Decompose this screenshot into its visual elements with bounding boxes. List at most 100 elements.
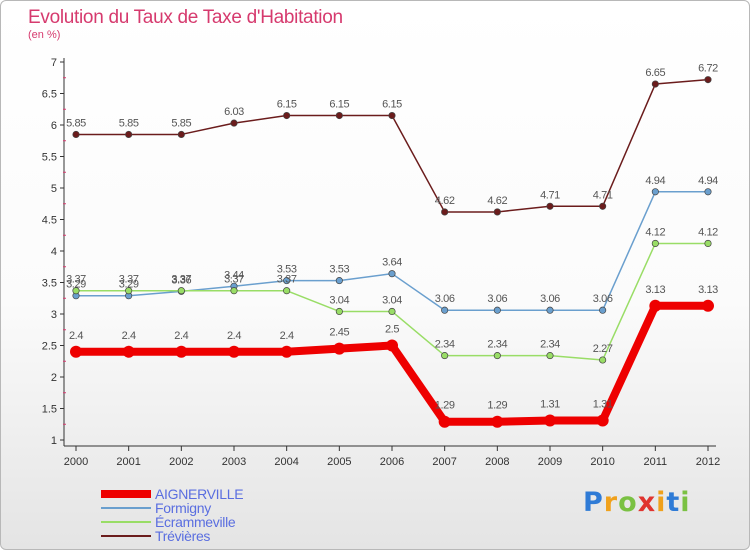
logo-letter: P (583, 487, 604, 518)
data-point-ecrammeville (388, 307, 396, 316)
data-label-formigny: 4.94 (698, 175, 718, 187)
data-point-ecrammeville (335, 307, 343, 316)
data-point-formigny (335, 277, 343, 285)
data-label-trevieres: 6.15 (382, 99, 402, 111)
x-tick-label: 2001 (116, 456, 140, 468)
logo-letter: i (680, 487, 691, 518)
chart-subtitle: (en %) (28, 29, 61, 41)
legend-swatch-ecrammeville (101, 521, 151, 523)
data-point-aignerville (228, 345, 240, 358)
data-label-ecrammeville: 2.34 (540, 339, 560, 351)
data-label-formigny: 3.06 (540, 293, 560, 305)
data-label-aignerville: 2.4 (122, 330, 136, 342)
series-line-formigny (75, 191, 709, 311)
data-point-aignerville (438, 415, 451, 428)
data-label-trevieres: 4.71 (540, 189, 560, 201)
data-label-trevieres: 4.62 (435, 195, 455, 207)
x-tick-label: 2008 (485, 456, 509, 468)
data-label-ecrammeville: 4.12 (645, 226, 665, 238)
chart-title: Evolution du Taux de Taxe d'Habitation (28, 7, 343, 28)
data-point-ecrammeville (125, 287, 133, 295)
data-label-aignerville: 2.4 (227, 330, 241, 342)
x-tick-label: 2010 (590, 456, 614, 468)
data-label-formigny: 4.94 (645, 175, 665, 187)
data-point-trevieres (599, 202, 607, 210)
data-point-aignerville (702, 299, 714, 312)
y-tick-label: 2.5 (42, 341, 57, 353)
data-point-ecrammeville (177, 287, 185, 295)
data-label-ecrammeville: 2.27 (593, 343, 613, 355)
y-tick-label: 5 (51, 183, 57, 195)
data-point-trevieres (704, 76, 712, 84)
data-point-formigny (546, 306, 554, 314)
data-label-formigny: 3.06 (593, 293, 613, 305)
x-tick-label: 2004 (274, 456, 298, 468)
data-label-formigny: 3.44 (224, 269, 244, 281)
y-tick-label: 5.5 (42, 152, 57, 164)
data-label-trevieres: 6.65 (645, 67, 665, 79)
data-point-aignerville (280, 345, 293, 358)
data-label-trevieres: 6.03 (224, 106, 244, 118)
data-point-aignerville (649, 299, 662, 312)
data-point-formigny (651, 188, 659, 196)
data-point-aignerville (596, 414, 609, 427)
data-label-ecrammeville: 2.34 (487, 339, 507, 351)
x-tick-label: 2006 (380, 456, 404, 468)
y-tick-label: 7 (51, 57, 57, 69)
data-label-trevieres: 5.85 (66, 117, 86, 129)
x-tick-label: 2012 (696, 456, 720, 468)
data-point-trevieres (125, 130, 133, 139)
data-label-ecrammeville: 3.37 (66, 274, 86, 286)
data-label-aignerville: 1.29 (435, 400, 455, 412)
data-point-ecrammeville (704, 239, 712, 247)
data-point-trevieres (651, 80, 659, 88)
data-label-aignerville: 1.29 (487, 400, 507, 412)
y-tick-label: 2 (51, 372, 57, 384)
data-point-formigny (388, 270, 396, 278)
legend-label-formigny: Formigny (155, 500, 211, 516)
data-point-trevieres (441, 208, 449, 216)
data-point-ecrammeville (441, 352, 449, 360)
logo-letter: t (666, 487, 681, 518)
data-label-aignerville: 1.31 (540, 398, 560, 410)
data-label-aignerville: 3.13 (698, 284, 718, 296)
data-point-aignerville (70, 345, 82, 358)
data-point-formigny (283, 277, 291, 285)
data-label-ecrammeville: 4.12 (698, 226, 718, 238)
data-label-trevieres: 6.15 (277, 99, 297, 111)
data-label-formigny: 3.06 (487, 293, 507, 305)
data-point-ecrammeville (546, 352, 554, 360)
data-label-aignerville: 2.4 (174, 330, 188, 342)
data-point-trevieres (493, 208, 501, 216)
x-tick-label: 2007 (432, 456, 456, 468)
data-label-trevieres: 6.72 (698, 63, 718, 75)
x-tick-label: 2002 (169, 456, 193, 468)
data-label-aignerville: 2.4 (69, 330, 83, 342)
data-label-trevieres: 5.85 (119, 117, 139, 129)
logo-letter: i (656, 487, 667, 518)
data-point-ecrammeville (230, 287, 238, 295)
data-point-ecrammeville (493, 352, 501, 360)
data-point-aignerville (386, 339, 398, 352)
y-tick-label: 4 (51, 246, 57, 258)
y-tick-label: 3.5 (42, 278, 57, 290)
x-tick-label: 2009 (538, 456, 562, 468)
logo-letter: x (637, 487, 657, 518)
data-point-trevieres (546, 202, 554, 210)
y-tick-label: 4.5 (42, 215, 57, 227)
data-label-trevieres: 6.15 (329, 99, 349, 111)
data-label-trevieres: 4.71 (593, 189, 613, 201)
data-label-aignerville: 2.5 (385, 324, 399, 336)
data-label-aignerville: 3.13 (645, 284, 665, 296)
y-tick-label: 6.5 (42, 89, 57, 101)
data-point-trevieres (230, 119, 238, 127)
data-label-formigny: 3.06 (435, 293, 455, 305)
data-point-formigny (493, 306, 501, 314)
data-point-aignerville (175, 345, 188, 358)
data-label-formigny: 3.36 (171, 274, 191, 286)
data-label-ecrammeville: 3.04 (382, 294, 402, 306)
legend-swatch-trevieres (101, 535, 151, 537)
data-label-ecrammeville: 2.34 (435, 339, 455, 351)
data-point-formigny (599, 306, 607, 314)
data-point-ecrammeville (72, 287, 80, 295)
